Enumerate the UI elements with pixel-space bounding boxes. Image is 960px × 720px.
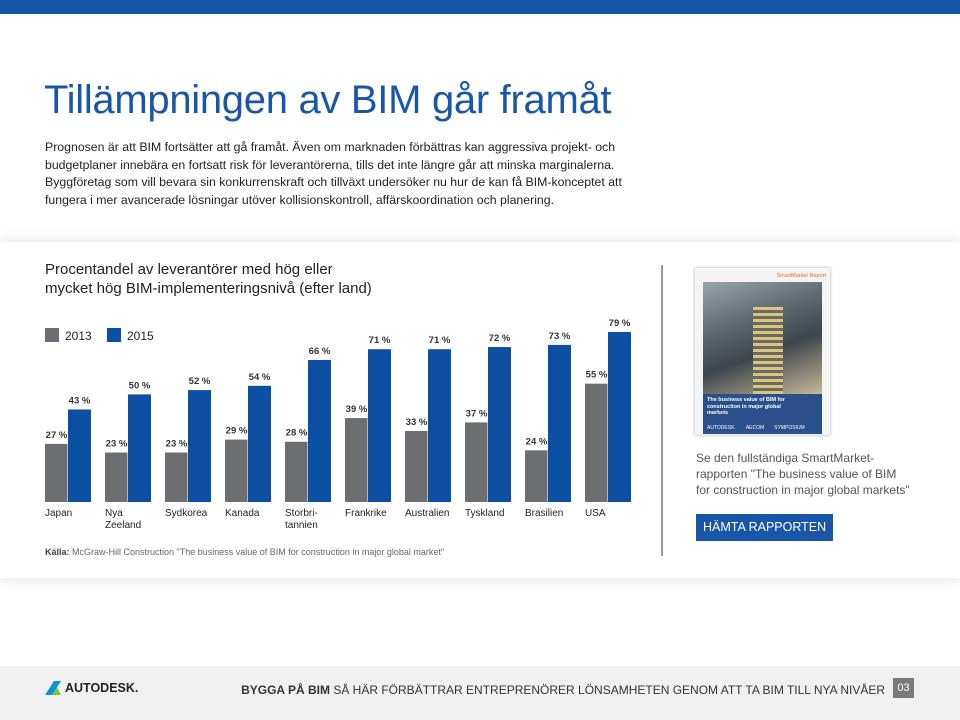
source: Källa: McGraw-Hill Construction "The bus… <box>45 547 444 557</box>
cover-logos: AUTODESK. AECOM SYMPOSIUM <box>707 425 805 431</box>
x-tick-label: Storbri- tannien <box>285 508 318 531</box>
cover-logo: AECOM <box>745 425 765 431</box>
sidebar-text: Se den fullständiga SmartMarket-rapporte… <box>696 451 910 497</box>
x-tick-label: USA <box>585 508 606 519</box>
cover-tower <box>753 307 783 394</box>
cover-logo: AUTODESK. <box>707 425 736 431</box>
x-tick-label: Japan <box>45 508 73 519</box>
page-title: Tillämpningen av BIM går framåt <box>44 78 612 122</box>
source-text: McGraw-Hill Construction "The business v… <box>72 547 445 557</box>
cover-band: The business value of BIM for constructi… <box>703 394 822 434</box>
top-bar <box>0 0 960 14</box>
footer-logo: AUTODESK. <box>45 681 138 695</box>
cover-image <box>703 282 822 394</box>
source-label: Källa: <box>45 547 70 557</box>
logo-icon <box>45 681 61 695</box>
chart-title: Procentandel av leverantörer med hög ell… <box>45 261 372 297</box>
x-tick-label: Tyskland <box>465 508 505 519</box>
x-tick-label: Brasilien <box>525 508 564 519</box>
footer <box>0 666 960 720</box>
x-tick-label: Sydkorea <box>165 508 208 519</box>
intro-text: Prognosen är att BIM fortsätter att gå f… <box>45 140 622 207</box>
x-tick-label: Nya Zeeland <box>105 508 142 531</box>
footer-subtitle: SÅ HÄR FÖRBÄTTRAR ENTREPRENÖRER LÖNSAMHE… <box>333 683 885 697</box>
download-button[interactable]: HÄMTA RAPPORTEN <box>696 514 834 541</box>
footer-text: BYGGA PÅ BIM SÅ HÄR FÖRBÄTTRAR ENTREPREN… <box>241 683 885 697</box>
report-cover[interactable]: SmartMarket Report The business value of… <box>695 268 830 435</box>
x-tick-label: Australien <box>405 508 450 519</box>
footer-section: BYGGA PÅ BIM <box>241 683 330 697</box>
x-tick-label: Frankrike <box>345 508 387 519</box>
page-number: 03 <box>893 678 914 698</box>
logo-text: AUTODESK. <box>65 681 139 695</box>
x-tick-label: Kanada <box>225 508 260 519</box>
divider <box>661 265 663 556</box>
cover-logo: SYMPOSIUM <box>774 425 805 431</box>
cover-brand: SmartMarket Report <box>776 273 826 279</box>
cover-title: The business value of BIM for constructi… <box>707 397 785 416</box>
